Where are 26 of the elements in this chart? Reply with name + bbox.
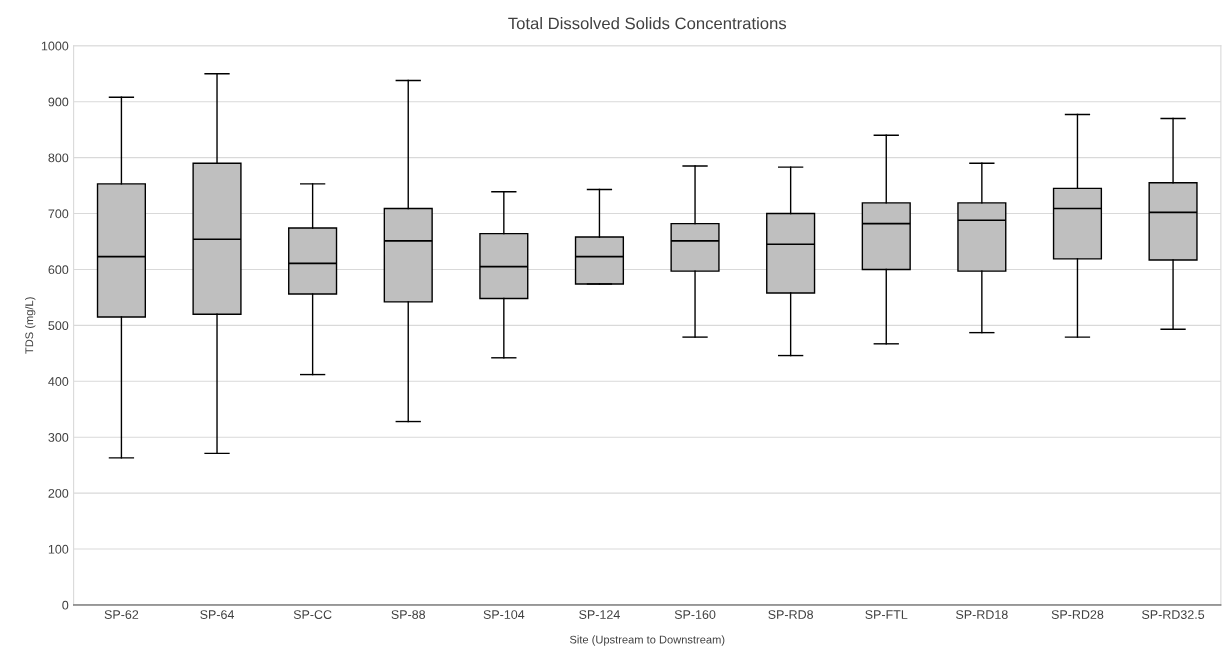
y-tick-label: 0: [62, 600, 69, 610]
y-tick-label: 1000: [41, 41, 69, 51]
y-tick-label: 300: [48, 433, 69, 442]
x-tick-label: SP-64: [200, 610, 235, 619]
x-tick-label: SP-RD32.5: [1142, 610, 1205, 619]
x-tick-label: SP-88: [391, 610, 426, 619]
x-tick-label: SP-104: [483, 610, 525, 619]
y-tick-label: 100: [48, 544, 69, 554]
y-tick-label: 500: [48, 321, 69, 331]
x-tick-label: SP-FTL: [865, 610, 908, 619]
y-tick-label: 400: [48, 377, 69, 386]
y-tick-label: 900: [48, 97, 69, 107]
x-tick-label: SP-62: [104, 610, 139, 619]
x-tick-label: SP-RD18: [956, 610, 1008, 619]
y-axis-title: TDS (mg/L): [25, 297, 36, 354]
x-tick-label: SP-CC: [293, 610, 332, 619]
y-tick-label: 600: [48, 265, 69, 275]
x-axis-title: Site (Upstream to Downstream): [569, 635, 725, 646]
y-tick-label: 200: [48, 488, 69, 498]
y-tick-label: 800: [48, 153, 69, 163]
x-tick-label: SP-160: [674, 610, 716, 619]
x-tick-label: SP-RD28: [1051, 610, 1104, 619]
x-tick-label: SP-RD8: [768, 610, 814, 619]
y-tick-label: 700: [48, 209, 69, 219]
chart-title: Total Dissolved Solids Concentrations: [508, 17, 787, 30]
x-tick-label: SP-124: [579, 610, 620, 619]
